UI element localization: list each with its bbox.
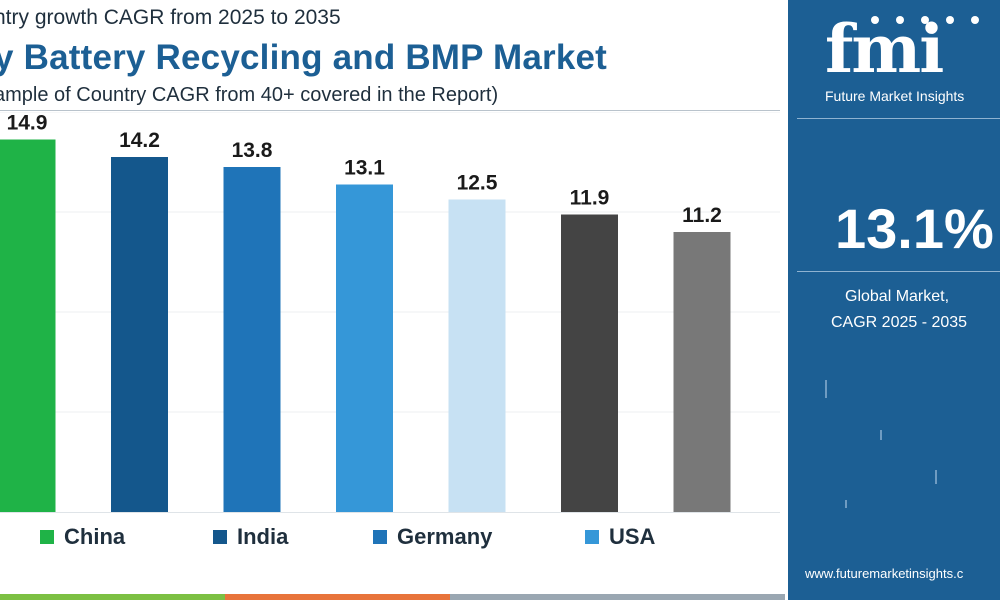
bar-usa xyxy=(336,184,393,512)
title-separator xyxy=(0,110,780,111)
divider xyxy=(797,271,1000,272)
legend-item-usa: USA xyxy=(585,524,655,550)
band-segment xyxy=(0,594,225,600)
texture-speck xyxy=(935,470,937,484)
band-segment xyxy=(450,594,785,600)
texture-speck xyxy=(825,380,827,398)
legend-item-india: India xyxy=(213,524,288,550)
divider xyxy=(797,118,1000,119)
bar-series-6 xyxy=(561,214,618,512)
texture-speck xyxy=(845,500,847,508)
chart-note: ample of Country CAGR from 40+ covered i… xyxy=(0,84,499,106)
legend-swatch xyxy=(585,530,599,544)
bar-chart: 14.9 14.2 13.8 13.1 12.5 11.9 11.2 xyxy=(0,112,780,513)
bar-india xyxy=(111,157,168,512)
chart-title: y Battery Recycling and BMP Market xyxy=(0,38,608,77)
chart-subtitle: ntry growth CAGR from 2025 to 2035 xyxy=(0,6,341,29)
legend-label: India xyxy=(237,524,289,549)
kpi-value: 13.1% xyxy=(835,197,994,260)
data-label: 11.9 xyxy=(570,187,610,210)
sidebar-border xyxy=(785,0,1000,600)
logo-subtitle: Future Market Insights xyxy=(825,88,965,104)
bar-china xyxy=(0,139,56,512)
summary-sidebar: fmi Future Market Insights 13.1% Global … xyxy=(785,0,1000,600)
band-segment xyxy=(225,594,450,600)
bottom-color-band xyxy=(0,594,785,600)
legend-label: Germany xyxy=(397,524,493,549)
data-label: 11.2 xyxy=(682,204,722,227)
website-link[interactable]: www.futuremarketinsights.c xyxy=(805,566,964,581)
data-label: 14.2 xyxy=(119,129,160,152)
chart-legend: China India Germany USA xyxy=(0,518,785,558)
bar-series-5 xyxy=(448,199,506,512)
chart-panel: ntry growth CAGR from 2025 to 2035 y Bat… xyxy=(0,6,785,600)
legend-item-germany: Germany xyxy=(373,524,492,550)
logo-decoration-icon xyxy=(871,16,979,24)
data-label: 12.5 xyxy=(457,172,498,195)
legend-swatch xyxy=(213,530,227,544)
texture-speck xyxy=(880,430,882,440)
legend-swatch xyxy=(373,530,387,544)
legend-item-china: China xyxy=(40,524,125,550)
kpi-label: Global Market, xyxy=(845,288,950,305)
fmi-logo: fmi xyxy=(825,10,944,88)
legend-swatch xyxy=(40,530,54,544)
bar-series-7 xyxy=(673,232,731,512)
legend-label: USA xyxy=(609,524,656,549)
legend-label: China xyxy=(64,524,126,549)
data-label: 14.9 xyxy=(7,112,48,135)
data-label: 13.8 xyxy=(232,139,273,162)
bar-germany xyxy=(223,167,281,512)
kpi-label: CAGR 2025 - 2035 xyxy=(831,314,968,331)
data-label: 13.1 xyxy=(344,157,385,180)
